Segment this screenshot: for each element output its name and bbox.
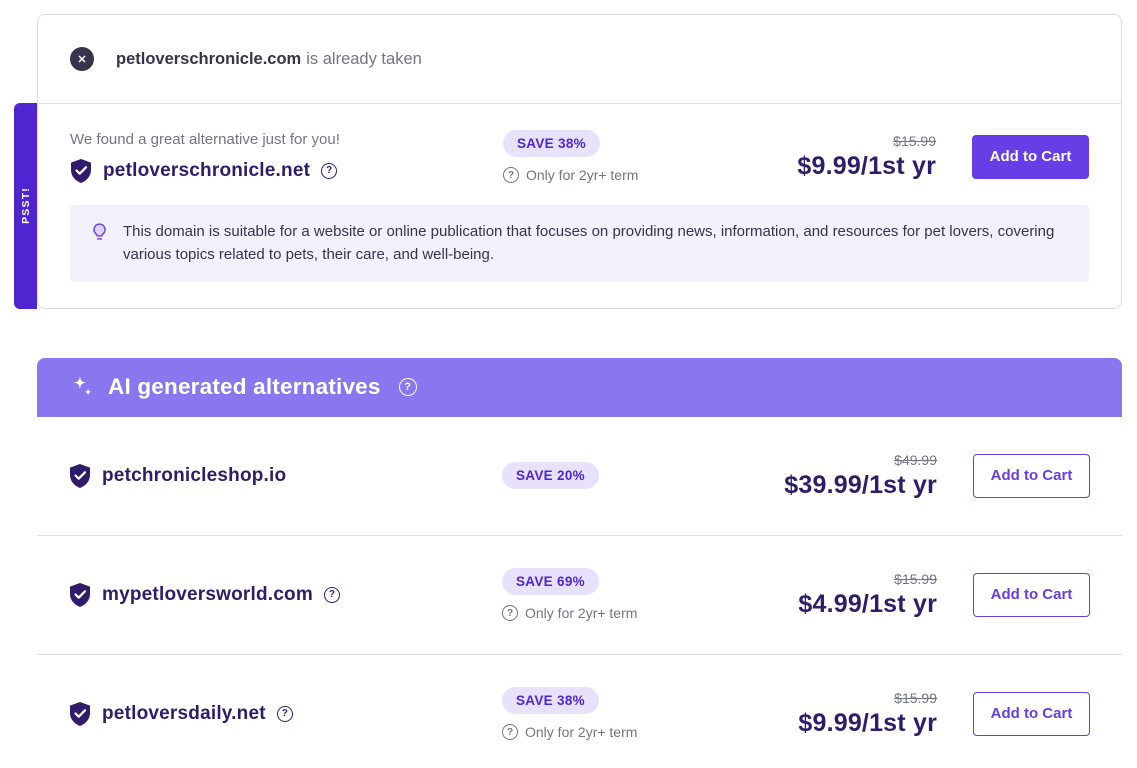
save-badge: SAVE 38% (503, 130, 600, 157)
shield-check-icon (70, 158, 92, 183)
psst-ribbon: PSST! (14, 103, 37, 309)
sparkles-icon (68, 374, 94, 400)
ai-alternatives-title: AI generated alternatives (108, 374, 381, 399)
term-info-icon[interactable]: ? (502, 724, 518, 740)
add-to-cart-button[interactable]: Add to Cart (973, 572, 1090, 617)
alternative-domain-name: petchronicleshop.io (102, 464, 287, 486)
taken-message: is already taken (306, 49, 422, 68)
term-note-label: Only for 2yr+ term (525, 724, 638, 740)
alternative-domain-block: petloversdaily.net ? (69, 701, 502, 726)
alternative-domain-block: mypetloversworld.com ? (69, 582, 502, 607)
term-note: ? Only for 2yr+ term (502, 724, 637, 740)
alternative-domain-block: petchronicleshop.io (69, 463, 502, 488)
alternative-price-block: $49.99 $39.99/1st yr (742, 452, 973, 500)
alternative-row: mypetloversworld.com ? SAVE 69% ? Only f… (37, 536, 1122, 655)
alternative-offer-block: SAVE 69% ? Only for 2yr+ term (502, 568, 742, 621)
alternative-price-block: $15.99 $4.99/1st yr (742, 571, 973, 619)
alternative-domain-name: mypetloversworld.com (102, 583, 313, 605)
save-badge: SAVE 69% (502, 568, 599, 595)
domain-taken-text: petloverschronicle.com is already taken (116, 50, 422, 69)
domain-description-text: This domain is suitable for a website or… (123, 223, 1055, 264)
old-price: $15.99 (893, 132, 936, 149)
term-note-label: Only for 2yr+ term (526, 167, 639, 183)
alternative-price-block: $15.99 $9.99/1st yr (742, 690, 973, 738)
term-info-icon[interactable]: ? (503, 167, 519, 183)
term-note: ? Only for 2yr+ term (503, 167, 638, 183)
domain-taken-notice: ✕ petloverschronicle.com is already taken (38, 15, 1121, 104)
current-price: $9.99/1st yr (797, 151, 936, 180)
old-price: $15.99 (894, 570, 937, 587)
old-price: $15.99 (894, 689, 937, 706)
term-note: ? Only for 2yr+ term (502, 605, 637, 621)
add-to-cart-button[interactable]: Add to Cart (973, 691, 1090, 736)
taken-domain-name: petloverschronicle.com (116, 49, 302, 68)
domain-result-card: ✕ petloverschronicle.com is already taken… (37, 14, 1122, 309)
suggested-domain-name: petloverschronicle.net (103, 159, 311, 181)
shield-check-icon (69, 701, 91, 726)
current-price: $9.99/1st yr (798, 708, 937, 737)
search-result-section: PSST! ✕ petloverschronicle.com is already… (14, 14, 1122, 309)
add-to-cart-button[interactable]: Add to Cart (973, 453, 1090, 498)
term-info-icon[interactable]: ? (502, 605, 518, 621)
psst-ribbon-label: PSST! (19, 187, 32, 225)
shield-check-icon (69, 463, 91, 488)
suggestion-intro: We found a great alternative just for yo… (70, 130, 340, 148)
save-badge: SAVE 38% (502, 687, 599, 714)
alternative-offer-block: SAVE 20% (502, 462, 742, 489)
suggested-domain-section: We found a great alternative just for yo… (38, 104, 1121, 308)
term-note-label: Only for 2yr+ term (525, 605, 638, 621)
domain-description-box: This domain is suitable for a website or… (70, 205, 1089, 282)
alternative-offer-block: SAVE 38% ? Only for 2yr+ term (502, 687, 742, 740)
suggestion-offer-block: SAVE 38% ? Only for 2yr+ term (503, 130, 743, 183)
domain-info-icon[interactable]: ? (276, 705, 293, 722)
suggestion-domain-block: We found a great alternative just for yo… (70, 131, 503, 183)
banner-info-icon[interactable]: ? (398, 378, 417, 396)
current-price: $39.99/1st yr (784, 470, 937, 499)
ai-alternatives-section: AI generated alternatives ? petchronicle… (37, 357, 1122, 768)
alternative-domain-name: petloversdaily.net (102, 702, 266, 724)
current-price: $4.99/1st yr (798, 589, 937, 618)
save-badge: SAVE 20% (502, 462, 599, 489)
alternative-row: petloversdaily.net ? SAVE 38% ? Only for… (37, 655, 1122, 768)
alternative-row: petchronicleshop.io SAVE 20% $49.99 $39.… (37, 417, 1122, 536)
domain-info-icon[interactable]: ? (323, 586, 340, 603)
ai-alternatives-banner: AI generated alternatives ? (37, 357, 1122, 417)
add-to-cart-button[interactable]: Add to Cart (972, 134, 1089, 179)
shield-check-icon (69, 582, 91, 607)
lightbulb-icon (90, 222, 109, 247)
x-circle-icon: ✕ (70, 47, 94, 71)
suggestion-price-block: $15.99 $9.99/1st yr (743, 133, 972, 181)
old-price: $49.99 (894, 451, 937, 468)
domain-info-icon[interactable]: ? (321, 162, 338, 179)
